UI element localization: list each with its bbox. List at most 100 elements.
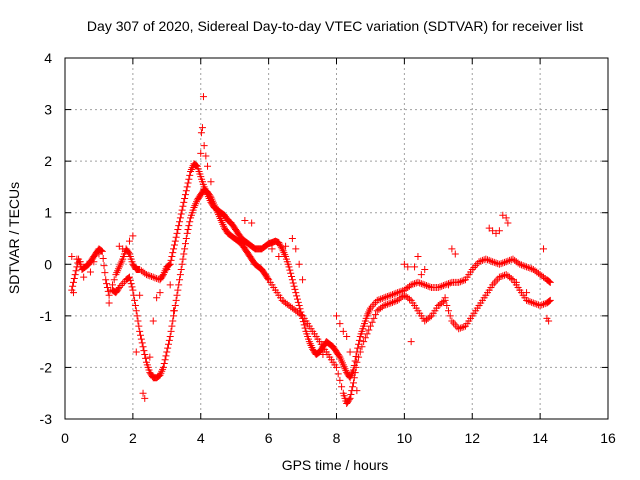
data-point [411,263,419,271]
data-point [382,293,390,301]
data-point [521,262,529,270]
data-point [540,245,548,253]
data-point [140,347,148,355]
data-point [478,256,486,264]
data-point [97,246,105,254]
data-point [80,273,88,281]
data-point [390,290,398,298]
data-point [156,289,164,297]
data-point [470,264,478,272]
data-point [365,308,373,316]
data-point [487,257,495,265]
data-point [446,279,454,287]
data-point [86,268,94,276]
data-point [71,271,79,279]
data-point [439,298,447,306]
data-point [127,280,135,288]
data-point [69,282,77,290]
data-point [517,261,525,269]
data-point [451,321,459,329]
data-point [100,262,108,270]
data-point [375,296,383,304]
data-point [407,281,415,289]
data-point [492,277,500,285]
data-point [181,195,189,203]
data-point [176,218,184,226]
data-point [264,274,272,282]
x-tick-label: 6 [265,430,273,446]
data-point [422,282,430,290]
data-point [173,229,181,237]
data-point [83,260,91,268]
data-point [165,262,173,270]
data-point [358,343,366,351]
data-point [346,394,354,402]
data-point [495,227,503,235]
data-point [163,348,171,356]
data-point [363,330,371,338]
data-point [533,300,541,308]
data-point [507,274,515,282]
data-point [500,258,508,266]
data-point [395,288,403,296]
x-tick-label: 14 [532,430,548,446]
data-point [354,344,362,352]
data-point [72,267,80,275]
data-point [439,282,447,290]
data-point [132,348,140,356]
data-point [198,124,206,132]
data-point [345,396,353,404]
data-point [387,291,395,299]
data-point [355,353,363,361]
data-point [292,245,300,253]
data-point [436,283,444,291]
data-point [288,276,296,284]
data-point [285,263,293,271]
data-point [456,324,464,332]
data-point [516,260,524,268]
data-point [529,299,537,307]
series-scattered [68,93,553,402]
data-point [528,265,536,273]
data-point [138,339,146,347]
data-point [382,301,390,309]
y-tick-labels: -3 -2 -1 0 1 2 3 4 [40,50,53,427]
data-point [292,289,300,297]
data-point [165,336,173,344]
x-tick-label: 12 [464,430,480,446]
data-point [186,218,194,226]
x-tick-label: 4 [197,430,205,446]
data-point [179,255,187,263]
data-point [171,302,179,310]
data-point [448,245,456,253]
data-point [129,286,137,294]
data-point [153,294,161,302]
data-point [166,332,174,340]
data-point [170,307,178,315]
data-point [199,93,207,101]
data-point [414,278,422,286]
data-point [460,323,468,331]
data-point [378,294,386,302]
data-point [536,302,544,310]
data-point [448,317,456,325]
data-point [336,376,344,384]
data-point [137,331,145,339]
data-point [241,216,249,224]
data-point [159,272,167,280]
data-point [129,232,137,240]
data-point [444,281,452,289]
data-point [206,192,214,200]
data-point [149,273,157,281]
data-point [286,266,294,274]
y-tick-label: 1 [44,205,52,221]
data-point [139,343,147,351]
x-tick-label: 8 [333,430,341,446]
data-point [441,294,449,302]
data-point [411,280,419,288]
data-point [291,285,299,293]
data-point [545,277,553,285]
data-point [179,202,187,210]
data-point [397,287,405,295]
data-point [186,171,194,179]
